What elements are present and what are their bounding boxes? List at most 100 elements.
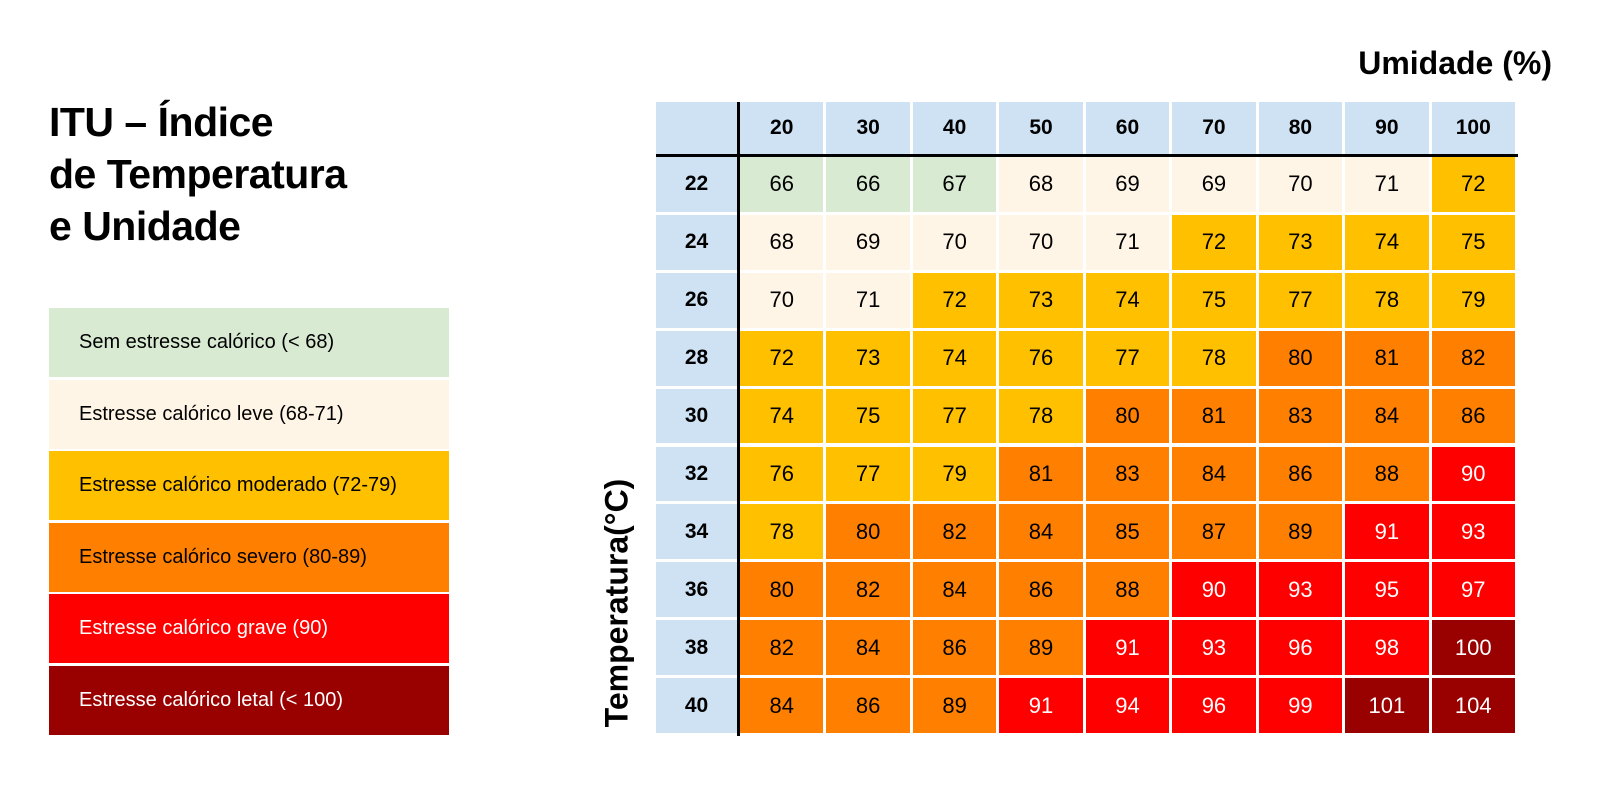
legend-item-leve: Estresse calórico leve (68-71) <box>49 379 449 449</box>
heatmap-cell: 77 <box>826 446 910 502</box>
y-axis-label: Temperatura(°C) <box>598 478 635 728</box>
legend: Sem estresse calórico (< 68) Estresse ca… <box>49 308 449 737</box>
heatmap-cell: 79 <box>912 446 997 502</box>
heatmap-cell: 78 <box>740 504 824 560</box>
heatmap-cell: 69 <box>1085 157 1170 212</box>
heatmap-cell: 84 <box>826 620 910 676</box>
heatmap-cell: 82 <box>912 504 997 560</box>
heatmap-cell: 81 <box>999 446 1083 502</box>
heatmap-cell: 69 <box>1172 157 1256 212</box>
heatmap-cell: 70 <box>999 214 1083 270</box>
heatmap-cell: 75 <box>826 388 910 444</box>
heatmap-cell: 66 <box>826 157 910 212</box>
heatmap-cell: 71 <box>1085 214 1170 270</box>
heatmap-cell: 73 <box>826 330 910 386</box>
heatmap-cell: 76 <box>740 446 824 502</box>
heatmap-cell: 69 <box>826 214 910 270</box>
heatmap-cell: 76 <box>999 330 1083 386</box>
heatmap-cell: 83 <box>1085 446 1170 502</box>
row-header: 26 <box>656 272 737 328</box>
legend-label: Sem estresse calórico (< 68) <box>79 331 335 353</box>
heatmap-cell: 68 <box>999 157 1083 212</box>
heatmap-cell: 97 <box>1431 562 1515 618</box>
heatmap-cell: 73 <box>1258 214 1343 270</box>
heatmap-cell: 74 <box>912 330 997 386</box>
heatmap-cell: 82 <box>740 620 824 676</box>
x-axis-label: Umidade (%) <box>1358 45 1552 81</box>
column-header: 90 <box>1345 102 1429 154</box>
heatmap-cell: 74 <box>740 388 824 444</box>
row-header: 22 <box>656 157 737 212</box>
legend-item-severo: Estresse calórico severo (80-89) <box>49 522 449 592</box>
heatmap-cell: 71 <box>1345 157 1429 212</box>
heatmap-cell: 99 <box>1258 678 1343 733</box>
row-header: 28 <box>656 330 737 386</box>
column-header: 70 <box>1172 102 1256 154</box>
heatmap-cell: 72 <box>1431 157 1515 212</box>
heatmap-cell: 96 <box>1172 678 1256 733</box>
heatmap-cell: 81 <box>1345 330 1429 386</box>
row-header: 34 <box>656 504 737 560</box>
heatmap-cell: 84 <box>1172 446 1256 502</box>
heatmap-cell: 91 <box>1345 504 1429 560</box>
legend-label: Estresse calórico severo (80-89) <box>79 545 367 568</box>
heatmap-cell: 89 <box>912 678 997 733</box>
heatmap-cell: 89 <box>1258 504 1343 560</box>
heatmap-cell: 86 <box>1431 388 1515 444</box>
heatmap-cell: 88 <box>1345 446 1429 502</box>
row-header: 38 <box>656 620 737 676</box>
heatmap-cell: 80 <box>826 504 910 560</box>
heatmap-cell: 72 <box>1172 214 1256 270</box>
heatmap-cell: 78 <box>1345 272 1429 328</box>
row-header-divider <box>737 102 740 736</box>
heatmap-cell: 95 <box>1345 562 1429 618</box>
row-header: 40 <box>656 678 737 733</box>
column-header: 80 <box>1258 102 1343 154</box>
legend-label: Estresse calórico letal (< 100) <box>79 688 344 711</box>
heatmap-cell: 83 <box>1258 388 1343 444</box>
heatmap-cell: 74 <box>1345 214 1429 270</box>
heatmap-cell: 75 <box>1172 272 1256 328</box>
heatmap-cell: 93 <box>1431 504 1515 560</box>
row-header: 32 <box>656 446 737 502</box>
heatmap-cell: 70 <box>1258 157 1343 212</box>
heatmap-cell: 73 <box>999 272 1083 328</box>
heatmap-cell: 82 <box>826 562 910 618</box>
heatmap-cell: 84 <box>912 562 997 618</box>
legend-item-sem: Sem estresse calórico (< 68) <box>49 308 449 377</box>
heatmap-cell: 68 <box>740 214 824 270</box>
heatmap-table: 20 30 40 50 60 70 80 90 100 22 66 66 67 68 69 69 70 71 72 2… <box>656 102 1518 736</box>
heatmap-cell: 77 <box>1258 272 1343 328</box>
heatmap-cell: 86 <box>999 562 1083 618</box>
heatmap-cell: 91 <box>999 678 1083 733</box>
heatmap-cell: 80 <box>740 562 824 618</box>
title-line-2: de Temperatura <box>49 151 347 197</box>
heatmap-cell: 86 <box>912 620 997 676</box>
heatmap-cell: 75 <box>1431 214 1515 270</box>
heatmap-cell: 78 <box>1172 330 1256 386</box>
heatmap-cell: 78 <box>999 388 1083 444</box>
heatmap-cell: 88 <box>1085 562 1170 618</box>
heatmap-cell: 80 <box>1258 330 1343 386</box>
column-header: 100 <box>1431 102 1515 154</box>
column-header: 50 <box>999 102 1083 154</box>
heatmap-cell: 81 <box>1172 388 1256 444</box>
heatmap-cell: 80 <box>1085 388 1170 444</box>
heatmap-cell: 77 <box>1085 330 1170 386</box>
heatmap-cell: 89 <box>999 620 1083 676</box>
heatmap-cell: 77 <box>912 388 997 444</box>
heatmap-cell: 70 <box>912 214 997 270</box>
heatmap-cell: 84 <box>1345 388 1429 444</box>
legend-label: Estresse calórico grave (90) <box>79 617 328 639</box>
heatmap-cell: 72 <box>912 272 997 328</box>
heatmap-cell: 94 <box>1085 678 1170 733</box>
title-line-1: ITU – Índice <box>49 99 274 145</box>
heatmap-cell: 70 <box>740 272 824 328</box>
heatmap-cell: 85 <box>1085 504 1170 560</box>
heatmap-cell: 72 <box>740 330 824 386</box>
heatmap-cell: 82 <box>1431 330 1515 386</box>
heatmap-cell: 104 <box>1431 678 1515 733</box>
heatmap-cell: 74 <box>1085 272 1170 328</box>
heatmap-cell: 86 <box>1258 446 1343 502</box>
heatmap-cell: 101 <box>1345 678 1429 733</box>
